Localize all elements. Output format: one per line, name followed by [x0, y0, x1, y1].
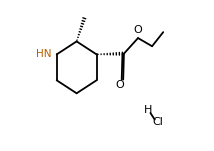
Text: HN: HN	[36, 49, 51, 59]
Text: H: H	[144, 105, 152, 115]
Text: Cl: Cl	[152, 117, 163, 127]
Text: O: O	[134, 25, 142, 35]
Text: O: O	[116, 80, 124, 90]
